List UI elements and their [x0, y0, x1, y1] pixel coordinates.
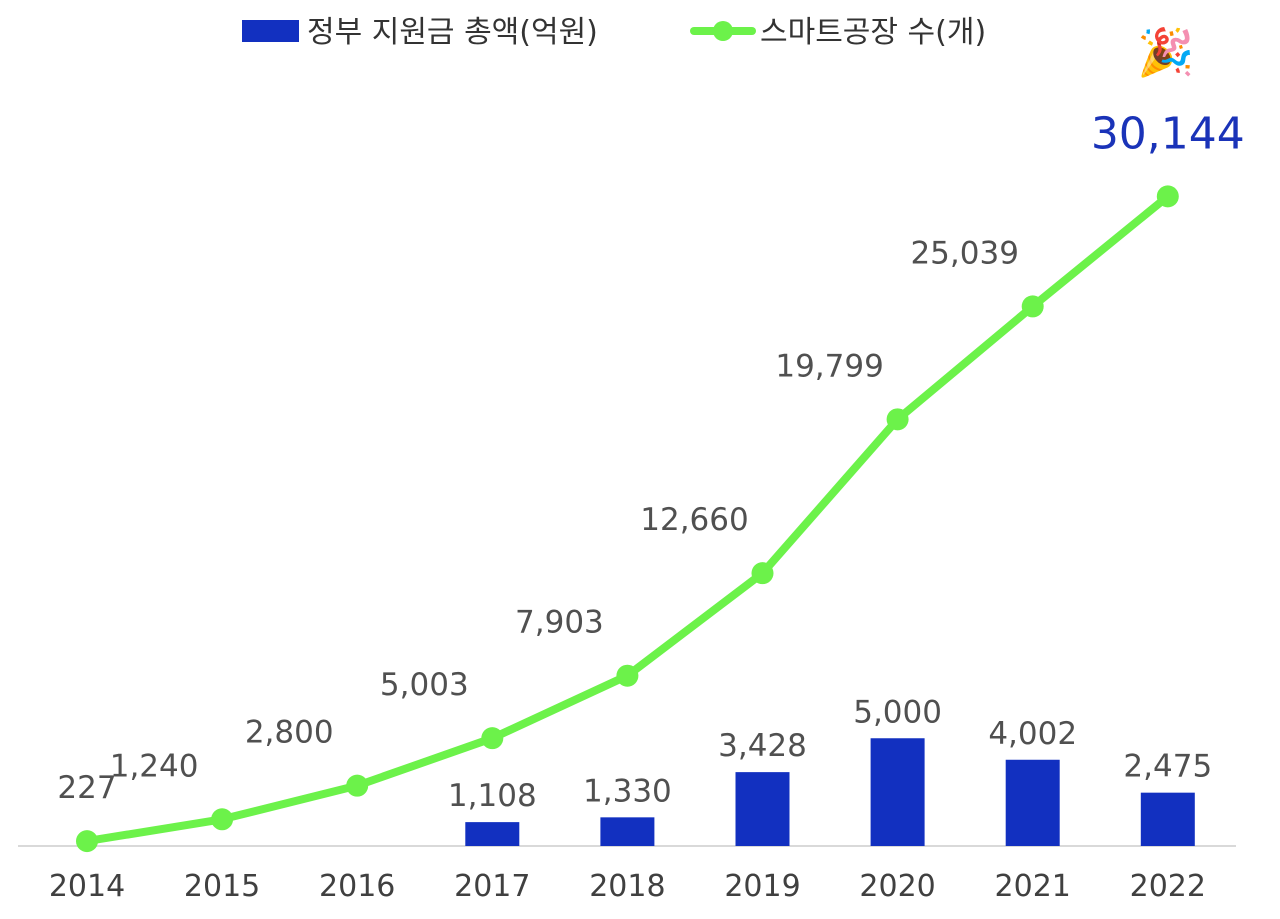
- legend: 정부 지원금 총액(억원) 스마트공장 수(개) 🎉: [242, 15, 1195, 80]
- line-point-2019: [751, 562, 774, 585]
- line-label-2022: 30,144: [1091, 108, 1245, 159]
- line-label-2018: 7,903: [515, 605, 604, 641]
- bar-label-2018: 1,330: [583, 773, 672, 809]
- legend-bar-label: 정부 지원금 총액(억원): [307, 15, 598, 50]
- line-label-2014: 227: [57, 770, 116, 806]
- x-tick-2020: 2020: [859, 869, 935, 904]
- bar-2020: [870, 738, 925, 846]
- bar-label-2019: 3,428: [718, 728, 807, 764]
- line-point-2020: [886, 408, 909, 431]
- line-label-2020: 19,799: [775, 348, 883, 384]
- bar-label-2021: 4,002: [988, 716, 1077, 752]
- x-tick-2018: 2018: [589, 869, 665, 904]
- line-point-2018: [616, 664, 639, 687]
- line-point-2017: [481, 727, 504, 750]
- bar-2022: [1140, 792, 1195, 846]
- line-label-2017: 5,003: [380, 667, 469, 703]
- line-point-2015: [211, 808, 234, 831]
- legend-line-label: 스마트공장 수(개): [760, 15, 986, 50]
- x-tick-labels: 2014 2015 2016 2017 2018 2019 2020 2021 2022: [49, 869, 1206, 904]
- legend-line-marker: [713, 21, 733, 41]
- x-tick-2021: 2021: [995, 869, 1071, 904]
- line-point-2021: [1021, 295, 1044, 318]
- bar-label-2022: 2,475: [1123, 749, 1212, 785]
- x-tick-2019: 2019: [724, 869, 800, 904]
- legend-bar-swatch: [242, 20, 299, 42]
- line-point-2014: [76, 830, 98, 853]
- x-tick-2017: 2017: [454, 869, 530, 904]
- x-tick-2015: 2015: [184, 869, 260, 904]
- bar-2018: [600, 817, 655, 846]
- x-tick-2016: 2016: [319, 869, 395, 904]
- line-label-2015: 1,240: [110, 748, 199, 784]
- x-tick-2014: 2014: [49, 869, 125, 904]
- line-label-2021: 25,039: [910, 235, 1018, 271]
- bar-label-2020: 5,000: [853, 694, 942, 730]
- x-tick-2022: 2022: [1130, 869, 1206, 904]
- bar-2017: [465, 822, 520, 846]
- line-label-2019: 12,660: [640, 502, 748, 538]
- line-point-2016: [346, 774, 369, 797]
- bar-data-labels: 1,108 1,330 3,428 5,000 4,002 2,475: [448, 694, 1212, 814]
- bar-series: [465, 738, 1195, 846]
- party-popper-icon: 🎉: [1137, 25, 1194, 80]
- bar-label-2017: 1,108: [448, 778, 537, 814]
- bar-2021: [1005, 759, 1060, 846]
- line-series: [76, 185, 1179, 853]
- bar-2019: [735, 772, 790, 846]
- line-label-2016: 2,800: [245, 715, 334, 751]
- line-point-2022: [1156, 185, 1179, 208]
